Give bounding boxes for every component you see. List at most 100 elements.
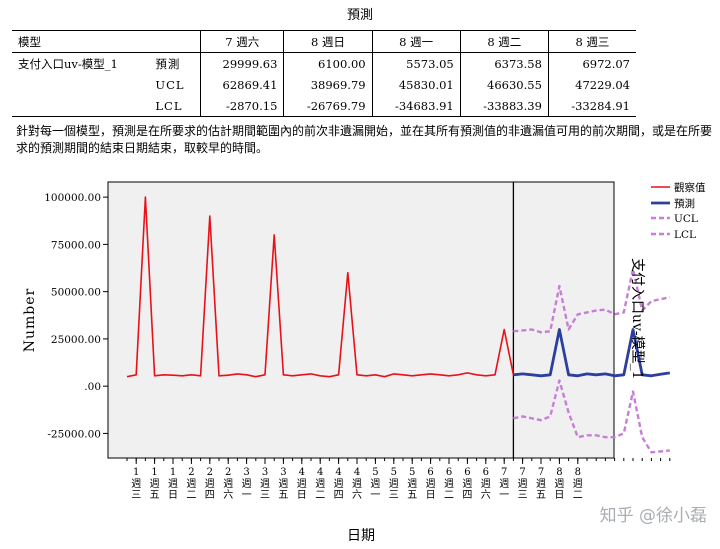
x-tick-label-num: 7 — [519, 467, 525, 478]
forecast-table: 模型 7 週六 8 週日 8 週一 8 週二 8 週三 支付入口uv-模型_1 … — [12, 30, 636, 117]
x-tick-label-num: 7 — [538, 467, 544, 478]
x-tick-label-day: 日 — [426, 490, 436, 501]
series-line-UCL — [513, 267, 671, 334]
x-tick-label-day: 五 — [150, 490, 160, 501]
x-tick-label-day: 週 — [352, 478, 362, 490]
table-cell: 47229.04 — [547, 74, 636, 95]
table-cell: 46630.55 — [459, 74, 549, 95]
x-tick-label-day: 三 — [131, 490, 141, 501]
legend-label: 觀察值 — [674, 181, 706, 194]
table-header-row: 模型 7 週六 8 週日 8 週一 8 週二 8 週三 — [12, 30, 636, 53]
x-tick-label-num: 5 — [372, 467, 378, 478]
x-tick-label-day: 二 — [315, 490, 325, 501]
x-tick-label-day: 週 — [131, 478, 141, 490]
y-tick-label: 50000.00 — [51, 287, 101, 299]
legend-label: 預測 — [674, 197, 695, 210]
table-cell: -2870.15 — [200, 95, 284, 117]
x-tick-label-day: 週 — [223, 478, 233, 490]
x-tick-label-day: 週 — [573, 478, 583, 490]
header-col: 8 週一 — [371, 30, 461, 53]
x-tick-label-num: 7 — [501, 467, 507, 478]
table-row: UCL 62869.41 38969.79 45830.01 46630.55 … — [12, 74, 636, 95]
table-cell: -33284.91 — [547, 95, 636, 117]
x-tick-label-day: 日 — [297, 490, 307, 501]
table-cell: 38969.79 — [283, 74, 373, 95]
x-tick-label-num: 6 — [446, 467, 452, 478]
x-tick-label-num: 3 — [243, 467, 249, 478]
table-cell: -26769.79 — [283, 95, 373, 117]
x-tick-label-day: 一 — [242, 490, 252, 501]
x-tick-label-day: 一 — [370, 490, 380, 501]
table-cell: -34683.91 — [371, 95, 461, 117]
x-tick-label-day: 週 — [205, 478, 215, 490]
x-tick-label-day: 五 — [278, 490, 288, 501]
header-model: 模型 — [18, 34, 41, 49]
x-tick-label-day: 週 — [481, 478, 491, 490]
legend-label: UCL — [674, 213, 698, 225]
x-tick-label-day: 週 — [150, 478, 160, 490]
x-tick-label-day: 週 — [168, 478, 178, 490]
y-axis-label: Number — [22, 288, 38, 352]
row-label: LCL — [155, 98, 183, 113]
x-tick-label-day: 六 — [223, 489, 233, 501]
right-axis-label: 支付入口uv-模型_1 — [629, 258, 645, 380]
x-tick-label-day: 四 — [334, 490, 344, 501]
x-tick-label-day: 三 — [518, 490, 528, 501]
x-tick-label-day: 二 — [444, 490, 454, 501]
x-tick-label-day: 四 — [205, 490, 215, 501]
legend-label: LCL — [674, 229, 696, 241]
x-tick-label-day: 週 — [334, 478, 344, 490]
x-tick-label-num: 4 — [354, 467, 360, 478]
header-col: 7 週六 — [200, 30, 284, 53]
watermark: 知乎 @徐小磊 — [600, 506, 707, 526]
x-tick-label-num: 8 — [556, 467, 562, 478]
y-tick-label: 25000.00 — [51, 334, 101, 346]
y-tick-label: -25000.00 — [47, 428, 101, 440]
x-tick-label-day: 五 — [536, 490, 546, 501]
x-tick-label-day: 六 — [481, 489, 491, 501]
header-col: 8 週日 — [283, 30, 373, 53]
x-axis-label: 日期 — [347, 528, 375, 544]
table-cell: 6972.07 — [547, 52, 636, 74]
x-tick-label-num: 3 — [262, 467, 268, 478]
x-tick-label-day: 一 — [499, 490, 509, 501]
x-tick-label-day: 週 — [260, 478, 270, 490]
series-line-LCL — [513, 379, 670, 454]
y-tick-label: 75000.00 — [51, 239, 101, 251]
x-tick-label-day: 日 — [168, 490, 178, 501]
x-tick-label-day: 六 — [352, 489, 362, 501]
x-tick-label-day: 週 — [462, 478, 472, 490]
table-cell: 45830.01 — [371, 74, 461, 95]
header-col: 8 週三 — [547, 30, 636, 53]
x-tick-label-num: 1 — [151, 467, 157, 478]
x-tick-label-num: 5 — [409, 467, 415, 478]
table-footnote: 針對每一個模型，預測是在所要求的估計期間範圍內的前次非遺漏開始，並在其所有預測值… — [16, 124, 713, 155]
x-tick-label-day: 四 — [462, 490, 472, 501]
x-tick-label-day: 日 — [554, 490, 564, 501]
table-row: LCL -2870.15 -26769.79 -34683.91 -33883.… — [12, 95, 636, 117]
header-col: 8 週二 — [459, 30, 549, 53]
x-tick-label-num: 2 — [207, 467, 213, 478]
x-tick-label-num: 2 — [225, 467, 231, 478]
x-tick-label-num: 3 — [280, 467, 286, 478]
x-tick-label-day: 週 — [554, 478, 564, 490]
series-line-觀察值 — [126, 196, 515, 378]
table-cell: 29999.63 — [200, 52, 284, 74]
x-tick-label-day: 三 — [389, 490, 399, 501]
x-tick-label-num: 6 — [483, 467, 489, 478]
x-tick-label-day: 週 — [518, 478, 528, 490]
x-tick-label-day: 二 — [186, 490, 196, 501]
x-tick-label-day: 二 — [573, 490, 583, 501]
x-tick-label-num: 6 — [464, 467, 470, 478]
y-tick-label: 100000.00 — [44, 192, 101, 204]
x-tick-label-day: 週 — [297, 478, 307, 490]
x-tick-label-day: 週 — [426, 478, 436, 490]
y-tick-label: .00 — [84, 381, 101, 393]
table-cell: -33883.39 — [459, 95, 549, 117]
row-label: UCL — [155, 77, 185, 92]
table-cell: 5573.05 — [371, 52, 461, 74]
series-line-預測 — [513, 328, 671, 378]
x-tick-label-num: 4 — [299, 467, 305, 478]
x-tick-label-day: 三 — [260, 490, 270, 501]
